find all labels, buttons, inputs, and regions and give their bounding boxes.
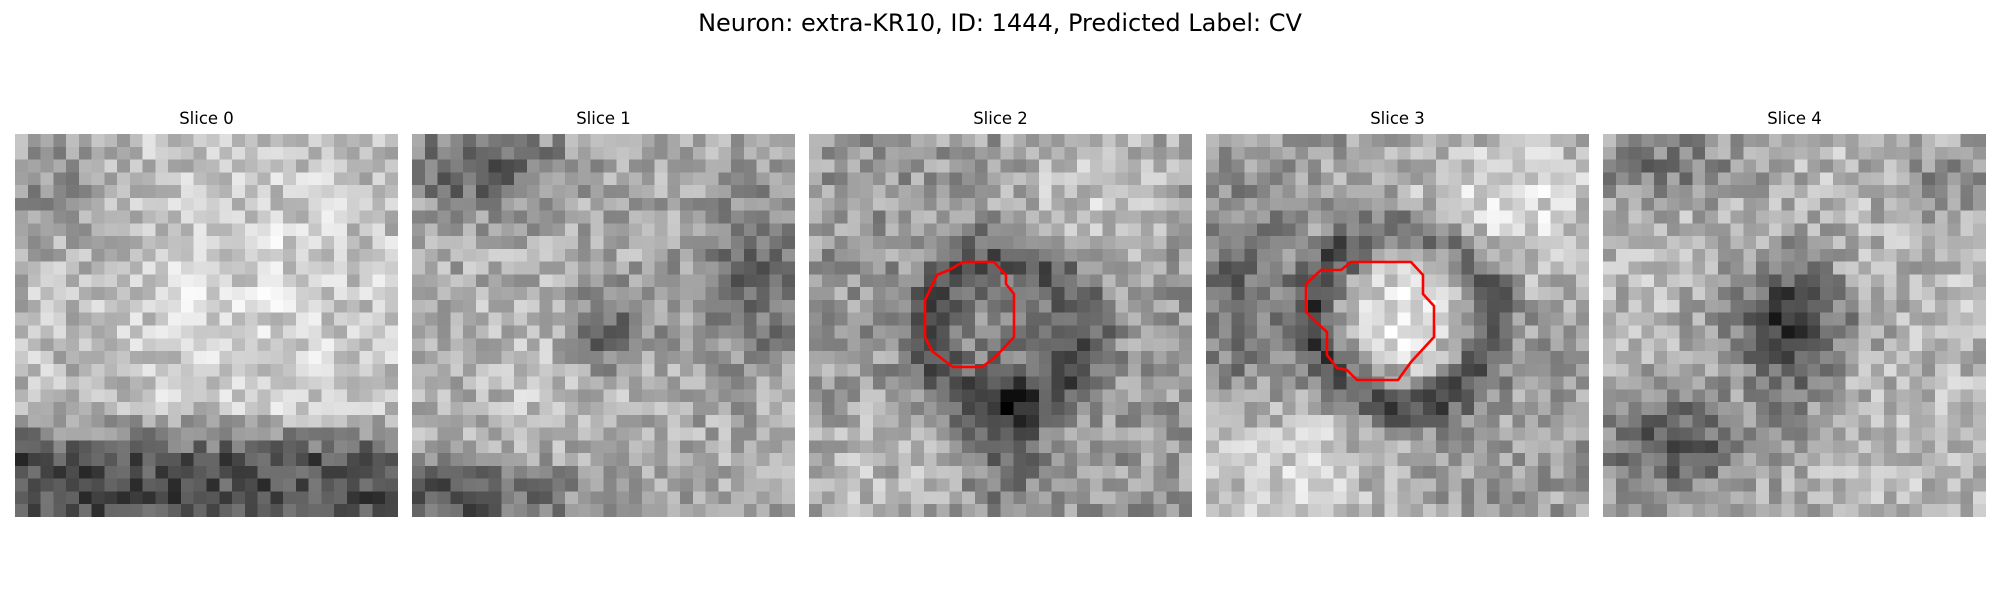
slice-panel-1: Slice 1 [412, 108, 795, 517]
slice-panel-2: Slice 2 [809, 108, 1192, 517]
segmentation-contour-3 [1304, 260, 1436, 382]
slice-panel-4: Slice 4 [1603, 108, 1986, 517]
figure-title: Neuron: extra-KR10, ID: 1444, Predicted … [698, 9, 1302, 37]
slice-image-3 [1206, 134, 1589, 517]
slice-title-4: Slice 4 [1767, 109, 1822, 128]
slice-title-2: Slice 2 [973, 109, 1028, 128]
slice-panel-3: Slice 3 [1206, 108, 1589, 517]
slice-image-1 [412, 134, 795, 517]
slice-panel-0: Slice 0 [15, 108, 398, 517]
slice-image-2 [809, 134, 1192, 517]
slice-title-3: Slice 3 [1370, 109, 1425, 128]
segmentation-contour-2 [923, 260, 1016, 369]
slice-title-0: Slice 0 [179, 109, 234, 128]
slice-image-4 [1603, 134, 1986, 517]
slice-image-0 [15, 134, 398, 517]
slice-title-1: Slice 1 [576, 109, 631, 128]
